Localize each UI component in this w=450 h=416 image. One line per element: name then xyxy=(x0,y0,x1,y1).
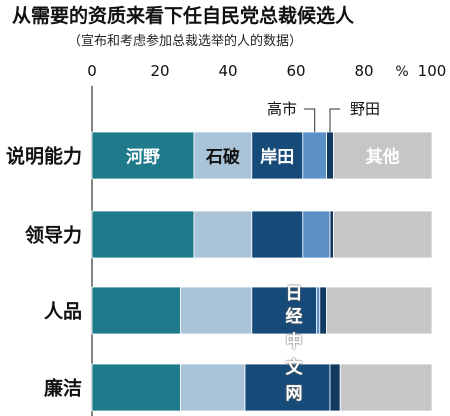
series-label: 其他 xyxy=(366,147,400,168)
bar-segment xyxy=(251,131,304,180)
bar-segment xyxy=(329,363,341,412)
bar-segment xyxy=(91,286,181,335)
bar-segment xyxy=(179,286,253,335)
callout-label: 高市 xyxy=(267,100,297,118)
chart-subtitle: （宣布和考虑参加总裁选举的人的数据） xyxy=(68,33,302,49)
bar-segment xyxy=(91,363,181,412)
series-label: 岸田 xyxy=(260,147,294,168)
watermark-char-4: 文 xyxy=(285,358,303,378)
x-tick-label: 20 xyxy=(150,62,169,80)
bar-segment xyxy=(332,210,433,259)
x-tick-label: 100 xyxy=(418,62,447,80)
category-label: 人品 xyxy=(44,301,82,323)
bar-segment xyxy=(332,131,433,180)
category-label: 领导力 xyxy=(25,224,82,247)
bar-segment xyxy=(91,131,195,180)
bar-segment xyxy=(91,210,195,259)
x-tick-label: 40 xyxy=(218,62,237,80)
watermark-char-3: 中 xyxy=(285,332,303,352)
watermark-char-1: 日 xyxy=(285,284,303,304)
callout-leader xyxy=(304,108,316,132)
bar-segment xyxy=(193,131,253,180)
bar-segment xyxy=(244,363,331,412)
bar-segment xyxy=(302,210,331,259)
bar-segment xyxy=(339,363,433,412)
bar-segment xyxy=(326,286,433,335)
series-label: 石破 xyxy=(205,147,240,168)
x-tick-label: 60 xyxy=(286,62,305,80)
category-label: 廉洁 xyxy=(44,377,82,400)
watermark-char-2: 经 xyxy=(285,307,303,327)
bar-segment xyxy=(319,286,327,335)
series-label: 河野 xyxy=(126,148,160,168)
category-label: 说明能力 xyxy=(6,145,82,168)
callout-leader xyxy=(329,108,340,132)
bar-segment xyxy=(315,286,321,335)
x-tick-label: 0 xyxy=(87,62,97,80)
unit-label: % xyxy=(395,64,408,80)
bar-segment xyxy=(329,210,334,259)
chart-title: 从需要的资质来看下任自民党总裁候选人 xyxy=(12,4,355,27)
x-tick-label: 80 xyxy=(354,62,373,80)
bar-segment xyxy=(179,363,246,412)
bar-segment xyxy=(193,210,253,259)
bar-segment xyxy=(326,131,334,180)
bar-segment xyxy=(302,131,327,180)
callout-label: 野田 xyxy=(350,100,380,118)
watermark-char-5: 网 xyxy=(285,384,303,404)
bar-segment xyxy=(251,210,304,259)
